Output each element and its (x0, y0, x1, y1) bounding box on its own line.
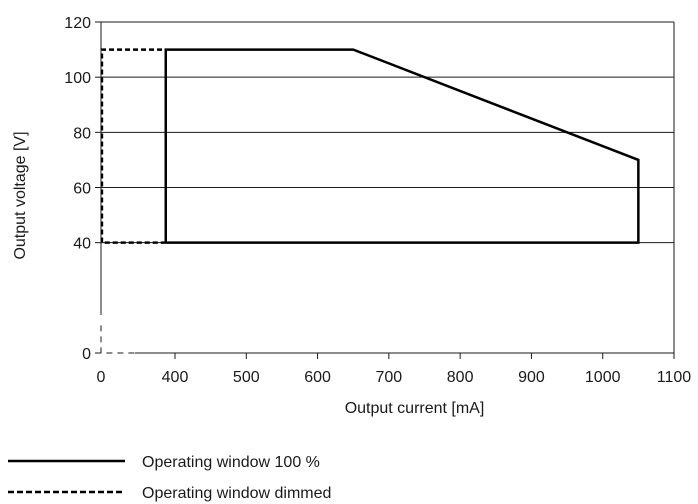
y-tick-label-40: 40 (73, 236, 91, 253)
y-tick-label-60: 60 (73, 181, 91, 198)
y-tick-label-100: 100 (64, 70, 91, 87)
x-tick-label-800: 800 (447, 369, 474, 386)
y-tick-label-80: 80 (73, 125, 91, 142)
x-tick-label-1000: 1000 (585, 369, 621, 386)
grid-lines (101, 21, 675, 353)
x-tick-label-0: 0 (97, 369, 106, 386)
plot-area (100, 48, 640, 354)
legend-label-1: Operating window 100 % (142, 454, 320, 471)
y-axis-title: Output voltage [V] (12, 131, 29, 259)
axis-break-mark-1 (100, 325, 166, 354)
y-tick-label-0: 0 (82, 346, 91, 363)
x-tick-label-600: 600 (304, 369, 331, 386)
x-tick-label-500: 500 (233, 369, 260, 386)
y-tick-label-120: 120 (64, 15, 91, 32)
x-tick-label-400: 400 (162, 369, 189, 386)
x-axis-title: Output current [mA] (345, 400, 485, 417)
y-axis-ticks: 0 40 60 80 100 120 (64, 15, 101, 363)
legend: Operating window 100 % Operating window d… (8, 454, 331, 502)
x-tick-label-900: 900 (518, 369, 545, 386)
legend-label-2: Operating window dimmed (142, 485, 331, 502)
x-axis-ticks: 0 400 500 600 700 800 900 1000 1100 (97, 353, 692, 386)
series-line-full (164, 48, 640, 244)
x-tick-label-700: 700 (376, 369, 403, 386)
series-line-dimmed (100, 48, 166, 244)
x-tick-label-1100: 1100 (657, 369, 692, 386)
